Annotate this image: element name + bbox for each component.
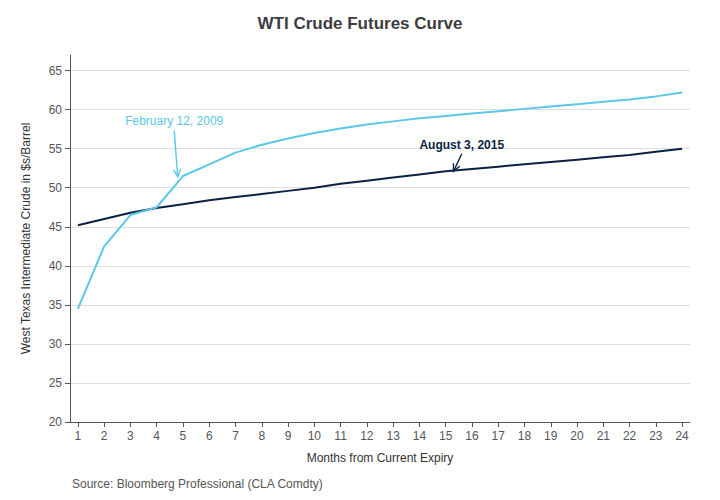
svg-text:23: 23 (649, 429, 663, 443)
svg-text:West Texas Intermediate Crude: West Texas Intermediate Crude in $s/Barr… (19, 123, 33, 355)
svg-text:25: 25 (49, 376, 63, 390)
svg-text:19: 19 (544, 429, 558, 443)
svg-text:50: 50 (49, 181, 63, 195)
svg-text:17: 17 (492, 429, 506, 443)
svg-text:16: 16 (465, 429, 479, 443)
svg-text:February 12, 2009: February 12, 2009 (125, 114, 223, 128)
svg-text:14: 14 (413, 429, 427, 443)
svg-text:13: 13 (386, 429, 400, 443)
svg-text:30: 30 (49, 337, 63, 351)
svg-text:22: 22 (623, 429, 637, 443)
svg-text:24: 24 (675, 429, 689, 443)
svg-text:Months from Current Expiry: Months from Current Expiry (307, 451, 454, 465)
svg-text:5: 5 (180, 429, 187, 443)
svg-text:40: 40 (49, 259, 63, 273)
svg-text:9: 9 (285, 429, 292, 443)
svg-text:7: 7 (232, 429, 239, 443)
svg-text:45: 45 (49, 220, 63, 234)
svg-text:15: 15 (439, 429, 453, 443)
svg-text:August 3, 2015: August 3, 2015 (419, 138, 504, 152)
svg-text:11: 11 (334, 429, 347, 443)
svg-text:65: 65 (49, 64, 63, 78)
svg-text:1: 1 (75, 429, 82, 443)
svg-text:20: 20 (570, 429, 584, 443)
svg-text:55: 55 (49, 142, 63, 156)
svg-text:6: 6 (206, 429, 213, 443)
svg-text:20: 20 (49, 415, 63, 429)
svg-text:35: 35 (49, 298, 63, 312)
svg-text:10: 10 (308, 429, 322, 443)
svg-text:21: 21 (597, 429, 611, 443)
svg-text:12: 12 (360, 429, 374, 443)
svg-text:4: 4 (153, 429, 160, 443)
svg-text:WTI Crude Futures Curve: WTI Crude Futures Curve (258, 14, 463, 33)
svg-text:60: 60 (49, 103, 63, 117)
svg-text:2: 2 (101, 429, 108, 443)
svg-text:18: 18 (518, 429, 532, 443)
svg-text:Source: Bloomberg Professional: Source: Bloomberg Professional (CLA Comd… (72, 477, 323, 491)
svg-text:8: 8 (258, 429, 265, 443)
svg-text:3: 3 (127, 429, 134, 443)
